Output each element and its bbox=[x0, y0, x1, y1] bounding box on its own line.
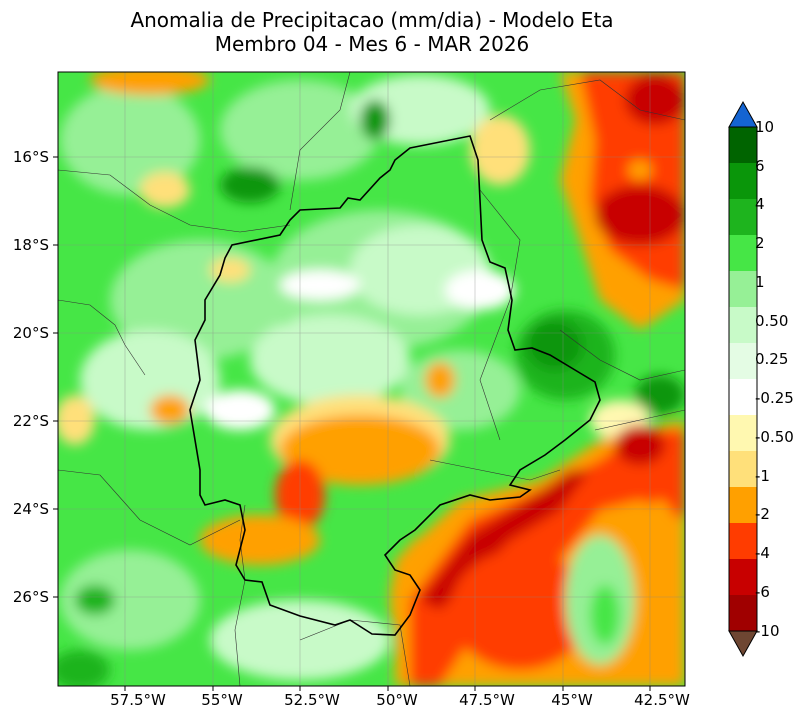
lon-tick-label: 57.5°W bbox=[110, 691, 166, 709]
colorbar-segment bbox=[729, 487, 757, 524]
colorbar-segment bbox=[729, 127, 757, 164]
graticule bbox=[58, 72, 685, 686]
colorbar bbox=[728, 100, 758, 658]
figure-subtitle: Membro 04 - Mes 6 - MAR 2026 bbox=[214, 32, 530, 56]
lat-tick-label: 20°S bbox=[12, 324, 49, 342]
lat-tick-label: 22°S bbox=[12, 412, 49, 430]
figure-title: Anomalia de Precipitacao (mm/dia) - Mode… bbox=[130, 8, 614, 32]
lat-tick-label: 24°S bbox=[12, 500, 49, 518]
colorbar-label: -6 bbox=[755, 583, 770, 601]
lat-tick-label: 18°S bbox=[12, 236, 49, 254]
colorbar-label: -4 bbox=[755, 544, 770, 562]
colorbar-label: 10 bbox=[755, 118, 775, 136]
colorbar-segment bbox=[729, 595, 757, 632]
colorbar-segment bbox=[729, 235, 757, 272]
colorbar-label: -0.50 bbox=[755, 428, 794, 446]
colorbar-segment bbox=[729, 451, 757, 488]
lat-tick-label: 26°S bbox=[12, 588, 49, 606]
lat-tick-label: 16°S bbox=[12, 148, 49, 166]
colorbar-label: 2 bbox=[755, 234, 765, 252]
colorbar-label: -2 bbox=[755, 505, 770, 523]
colorbar-label: -1 bbox=[755, 467, 770, 485]
colorbar-segment bbox=[729, 271, 757, 308]
colorbar-segment bbox=[729, 199, 757, 236]
basin-outline bbox=[189, 135, 601, 636]
map-frame bbox=[57, 71, 686, 687]
colorbar-segment bbox=[729, 163, 757, 200]
lon-tick-label: 52.5°W bbox=[284, 691, 340, 709]
lon-tick-label: 47.5°W bbox=[459, 691, 515, 709]
precipitation-anomaly-field bbox=[58, 72, 685, 686]
colorbar-label: -10 bbox=[755, 622, 780, 640]
state-borders bbox=[58, 72, 685, 686]
lon-tick-label: 42.5°W bbox=[634, 691, 690, 709]
colorbar-label: 0.25 bbox=[755, 350, 789, 368]
lon-tick-label: 45°W bbox=[551, 691, 593, 709]
colorbar-segment bbox=[729, 343, 757, 380]
lon-tick-label: 50°W bbox=[376, 691, 418, 709]
colorbar-label: 4 bbox=[755, 195, 765, 213]
colorbar-label: 0.50 bbox=[755, 312, 789, 330]
colorbar-segment bbox=[729, 307, 757, 344]
colorbar-label: 1 bbox=[755, 273, 765, 291]
colorbar-segment bbox=[729, 379, 757, 416]
colorbar-segment bbox=[729, 415, 757, 452]
colorbar-segment bbox=[729, 559, 757, 596]
colorbar-segment bbox=[729, 523, 757, 560]
lon-tick-label: 55°W bbox=[201, 691, 243, 709]
axis-ticks bbox=[53, 156, 651, 691]
colorbar-under-triangle bbox=[728, 630, 758, 658]
colorbar-over-triangle bbox=[728, 100, 758, 128]
colorbar-label: 6 bbox=[755, 157, 765, 175]
colorbar-label: -0.25 bbox=[755, 389, 794, 407]
